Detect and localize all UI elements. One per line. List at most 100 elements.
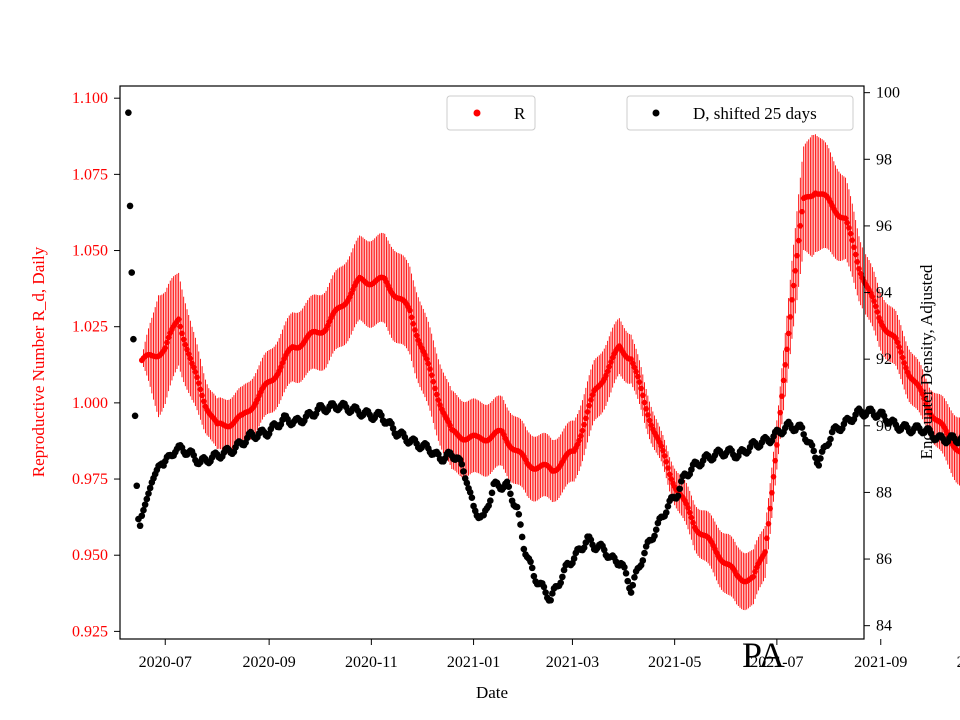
r-point (608, 359, 614, 365)
r-point (794, 252, 800, 259)
right-y-tick-label: 98 (876, 151, 892, 168)
d-point (517, 521, 524, 528)
x-tick-label: 2021-01 (447, 654, 500, 671)
d-point (957, 434, 960, 442)
d-point (145, 490, 152, 497)
d-point (641, 549, 648, 557)
r-series-group (138, 190, 960, 585)
legend-d-marker (652, 109, 660, 117)
r-point (780, 377, 787, 384)
d-point (141, 501, 149, 508)
d-point (582, 539, 590, 546)
r-point (588, 397, 594, 403)
r-point (187, 355, 194, 362)
r-point (851, 244, 857, 251)
x-tick-label: 2020-09 (242, 654, 295, 671)
d-point (810, 447, 818, 455)
d-point (136, 522, 144, 530)
r-point (869, 293, 876, 300)
d-point (587, 536, 595, 544)
left-y-tick-label: 0.925 (72, 623, 108, 640)
d-point (547, 596, 554, 604)
left-y-tick-label: 0.950 (72, 547, 108, 564)
d-point (505, 483, 513, 491)
r-point (195, 380, 202, 386)
r-point (779, 393, 785, 400)
left-y-tick-label: 1.000 (72, 395, 108, 412)
right-y-tick-label: 88 (876, 484, 892, 501)
r-point (175, 316, 182, 323)
left-y-tick-label: 1.100 (72, 90, 108, 107)
right-y-axis-title: Encounter Density, Adjusted (917, 264, 936, 459)
r-point (792, 267, 799, 274)
r-point (184, 346, 190, 353)
r-point (685, 505, 691, 511)
d-point (466, 488, 474, 496)
d-point (520, 545, 528, 553)
d-point (378, 412, 385, 419)
r-point (634, 373, 641, 380)
r-point (750, 573, 757, 580)
d-point (560, 566, 568, 574)
d-point (621, 563, 628, 571)
r-point (407, 307, 413, 314)
r-point (633, 368, 639, 375)
r-point (899, 354, 906, 361)
r-point (660, 447, 666, 454)
r-point (579, 427, 586, 434)
r-point (874, 309, 881, 315)
r-point (413, 332, 420, 339)
d-point (542, 589, 549, 596)
d-point (549, 590, 556, 597)
d-point (528, 564, 536, 572)
r-point (638, 385, 644, 392)
r-point (447, 422, 453, 429)
r-point (924, 405, 931, 411)
d-point (674, 492, 682, 500)
r-point (686, 509, 693, 516)
r-point (581, 421, 587, 428)
r-point (782, 362, 789, 368)
r-point (762, 549, 768, 555)
r-point (576, 437, 582, 444)
r-point (752, 568, 758, 575)
r-point (923, 400, 929, 407)
r-point (586, 402, 592, 409)
d-point (463, 479, 471, 487)
plot-frame (119, 85, 865, 640)
d-point (138, 512, 146, 520)
d-point (798, 424, 806, 431)
r-point (180, 336, 187, 343)
d-point (389, 425, 397, 432)
d-point (817, 455, 824, 462)
r-point (589, 392, 596, 398)
left-y-tick-label: 0.975 (72, 471, 108, 488)
r-point (764, 535, 770, 542)
r-point (427, 366, 433, 372)
r-point (665, 465, 671, 471)
legend-r-marker (473, 109, 481, 117)
r-point (194, 374, 200, 381)
d-point (652, 526, 660, 534)
d-point (815, 462, 823, 469)
legend-d-box (626, 95, 854, 131)
right-y-tick-label: 94 (876, 285, 892, 302)
r-point (784, 346, 790, 353)
r-point (856, 265, 862, 272)
r-point (606, 363, 613, 370)
d-point (639, 557, 647, 564)
r-point (200, 398, 207, 405)
d-point (570, 555, 578, 562)
r-point (636, 379, 643, 385)
r-point (903, 365, 909, 371)
d-point (678, 478, 685, 485)
r-point (842, 215, 849, 222)
d-point (527, 558, 534, 566)
d-point (518, 533, 526, 541)
x-tick-label: 2021-03 (546, 654, 599, 671)
r-point (410, 321, 417, 327)
r-point (645, 412, 651, 418)
r-point (177, 323, 184, 330)
r-point (190, 364, 197, 371)
d-point (507, 490, 514, 498)
